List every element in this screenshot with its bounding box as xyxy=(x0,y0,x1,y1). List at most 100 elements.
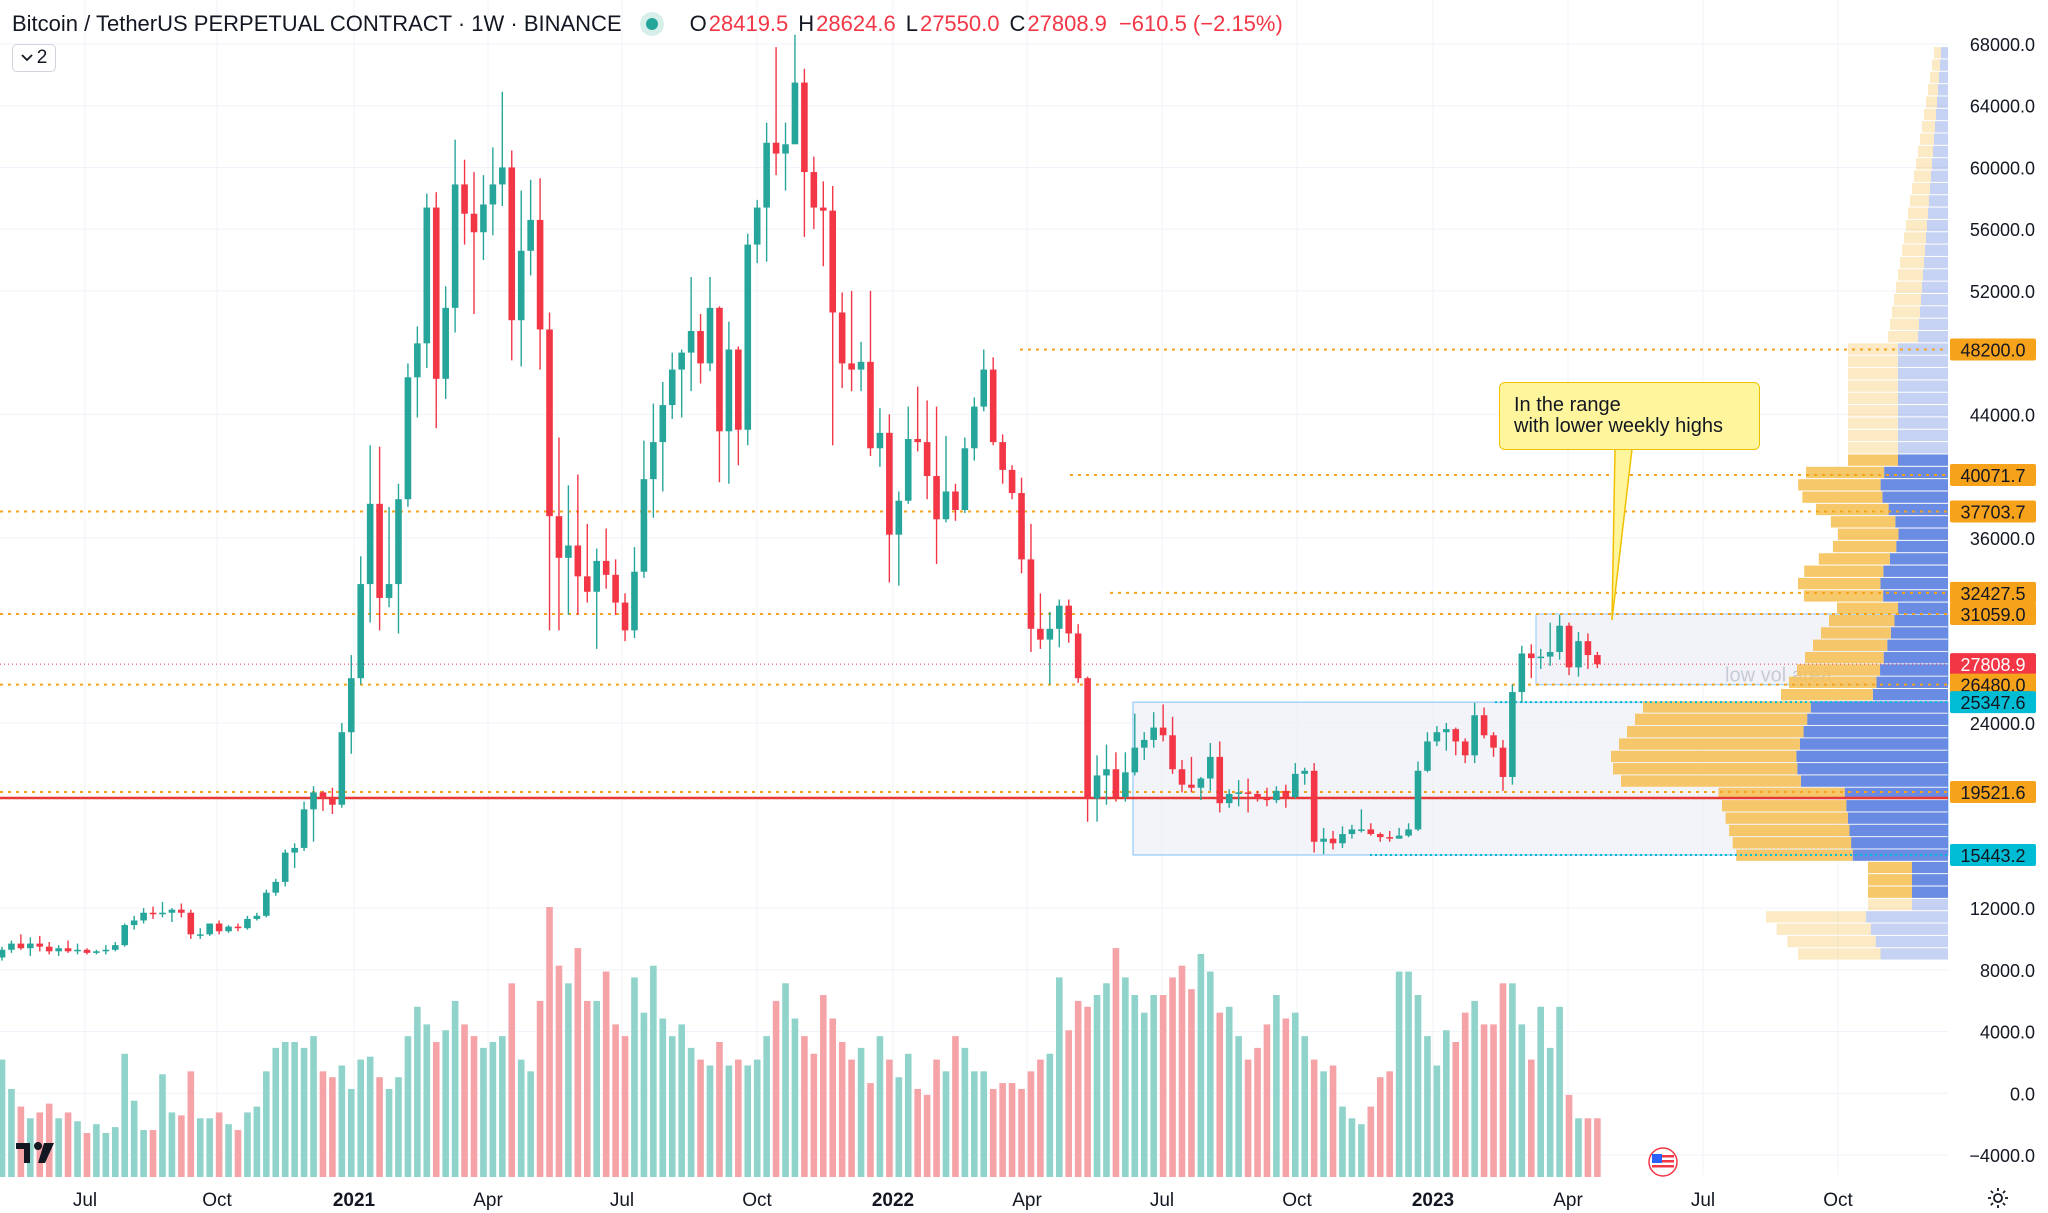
candle-body xyxy=(810,172,818,208)
candle-body xyxy=(1112,769,1120,798)
volume-bar xyxy=(1112,948,1120,1177)
candle-down xyxy=(952,483,959,521)
candle-body xyxy=(555,516,563,558)
candle-body xyxy=(0,949,6,958)
candle-up xyxy=(244,915,251,930)
profile-up-bar xyxy=(1895,516,1948,528)
price-axis[interactable]: 68000.0 64000.0 60000.0 56000.0 52000.0 44000… xyxy=(1969,35,2035,1166)
profile-down-bar xyxy=(1900,256,1924,269)
candle-down xyxy=(1527,644,1535,679)
candle-body xyxy=(1008,469,1016,494)
candle-body xyxy=(621,602,629,631)
high-label: H xyxy=(798,11,815,36)
candle-up xyxy=(159,901,166,918)
candle-down xyxy=(810,156,818,230)
candle-down xyxy=(1584,633,1592,669)
volume-bar xyxy=(1556,1006,1563,1177)
profile-up-bar xyxy=(1894,614,1948,627)
profile-up-bar xyxy=(1923,269,1948,281)
volume-bar xyxy=(206,1118,213,1177)
volume-bar xyxy=(1027,1071,1035,1177)
callout-note[interactable]: In the range with lower weekly highs xyxy=(1499,382,1760,450)
candle-body xyxy=(1150,727,1157,740)
volume-bar xyxy=(27,1118,34,1177)
profile-up-bar xyxy=(1924,256,1948,269)
candle-body xyxy=(329,798,336,805)
candle-body xyxy=(1055,605,1063,629)
candle-body xyxy=(1509,692,1516,777)
volume-bar xyxy=(385,1088,393,1177)
profile-down-bar xyxy=(1613,763,1798,775)
candle-down xyxy=(1376,832,1384,842)
candle-down xyxy=(602,528,610,589)
volume-bar xyxy=(1103,983,1110,1177)
volume-bar xyxy=(187,1071,195,1177)
profile-down-bar xyxy=(1934,47,1941,59)
candle-body xyxy=(1310,770,1318,842)
candle-down xyxy=(1065,599,1073,643)
candle-body xyxy=(178,909,185,913)
profile-up-bar xyxy=(1925,244,1948,256)
level-tag xyxy=(1950,843,2036,866)
volume-bar xyxy=(1395,971,1403,1177)
candle-down xyxy=(234,923,242,932)
candle-up xyxy=(1150,712,1157,748)
candle-up xyxy=(130,915,138,930)
profile-down-bar xyxy=(1926,96,1937,108)
time-axis[interactable]: Jul Oct 2021 Apr Jul Oct 2022 Apr Jul Oct 2023 Apr J… xyxy=(73,1190,1854,1211)
candle-body xyxy=(423,207,431,344)
candle-body xyxy=(631,571,638,631)
candle-up xyxy=(168,908,176,922)
profile-up-bar xyxy=(1880,948,1948,960)
tradingview-logo-icon[interactable] xyxy=(16,1140,62,1166)
candle-body xyxy=(1178,769,1186,785)
time-tick-label: Apr xyxy=(1553,1190,1583,1211)
profile-up-bar xyxy=(1930,182,1948,195)
volume-profile xyxy=(1611,47,1948,960)
volume-bar xyxy=(1405,971,1412,1177)
volume-bar xyxy=(631,977,638,1177)
price-tick-label: 12000.0 xyxy=(1970,899,2035,919)
candle-body xyxy=(744,244,752,430)
gear-icon[interactable] xyxy=(1986,1186,2010,1210)
candle-body xyxy=(489,184,497,205)
volume-bar xyxy=(319,1071,327,1177)
candle-down xyxy=(376,446,383,631)
candle-up xyxy=(971,397,978,461)
candle-up xyxy=(1197,776,1205,801)
candle-body xyxy=(914,439,921,443)
candle-up xyxy=(650,403,657,518)
candle-up xyxy=(1395,827,1403,839)
volume-bar xyxy=(45,1103,53,1177)
volume-bar xyxy=(1235,1036,1242,1177)
candle-down xyxy=(555,437,563,631)
open-label: O xyxy=(689,11,707,36)
symbol-legend[interactable]: Bitcoin / TetherUS PERPETUAL CONTRACT · … xyxy=(12,10,1283,38)
profile-down-bar xyxy=(1837,528,1899,540)
profile-up-bar xyxy=(1912,886,1948,898)
volume-bar xyxy=(196,1118,204,1177)
profile-down-bar xyxy=(1837,602,1899,614)
candle-body xyxy=(989,369,997,443)
us-flag-icon[interactable] xyxy=(1648,1147,1678,1177)
low-label: L xyxy=(905,11,918,36)
volume-bar xyxy=(168,1112,176,1177)
volume-bar xyxy=(1358,1124,1365,1177)
volume-bar xyxy=(895,1077,903,1177)
volume-bar xyxy=(1188,989,1195,1177)
candle-body xyxy=(17,943,25,949)
volume-bar xyxy=(1537,1006,1545,1177)
level-tag-label: 32427.5 xyxy=(1960,584,2025,604)
profile-down-bar xyxy=(1902,244,1925,256)
candle-body xyxy=(1594,655,1601,665)
candle-down xyxy=(508,150,516,361)
candle-body xyxy=(1414,770,1422,830)
candle-up xyxy=(659,381,667,492)
level-tag-label: 15443.2 xyxy=(1960,846,2025,866)
volume-bar xyxy=(961,1047,969,1177)
symbol-title[interactable]: Bitcoin / TetherUS PERPETUAL CONTRACT · … xyxy=(12,11,622,36)
indicators-toggle-button[interactable]: 2 xyxy=(12,44,56,72)
price-tick-label: 68000.0 xyxy=(1970,35,2035,55)
